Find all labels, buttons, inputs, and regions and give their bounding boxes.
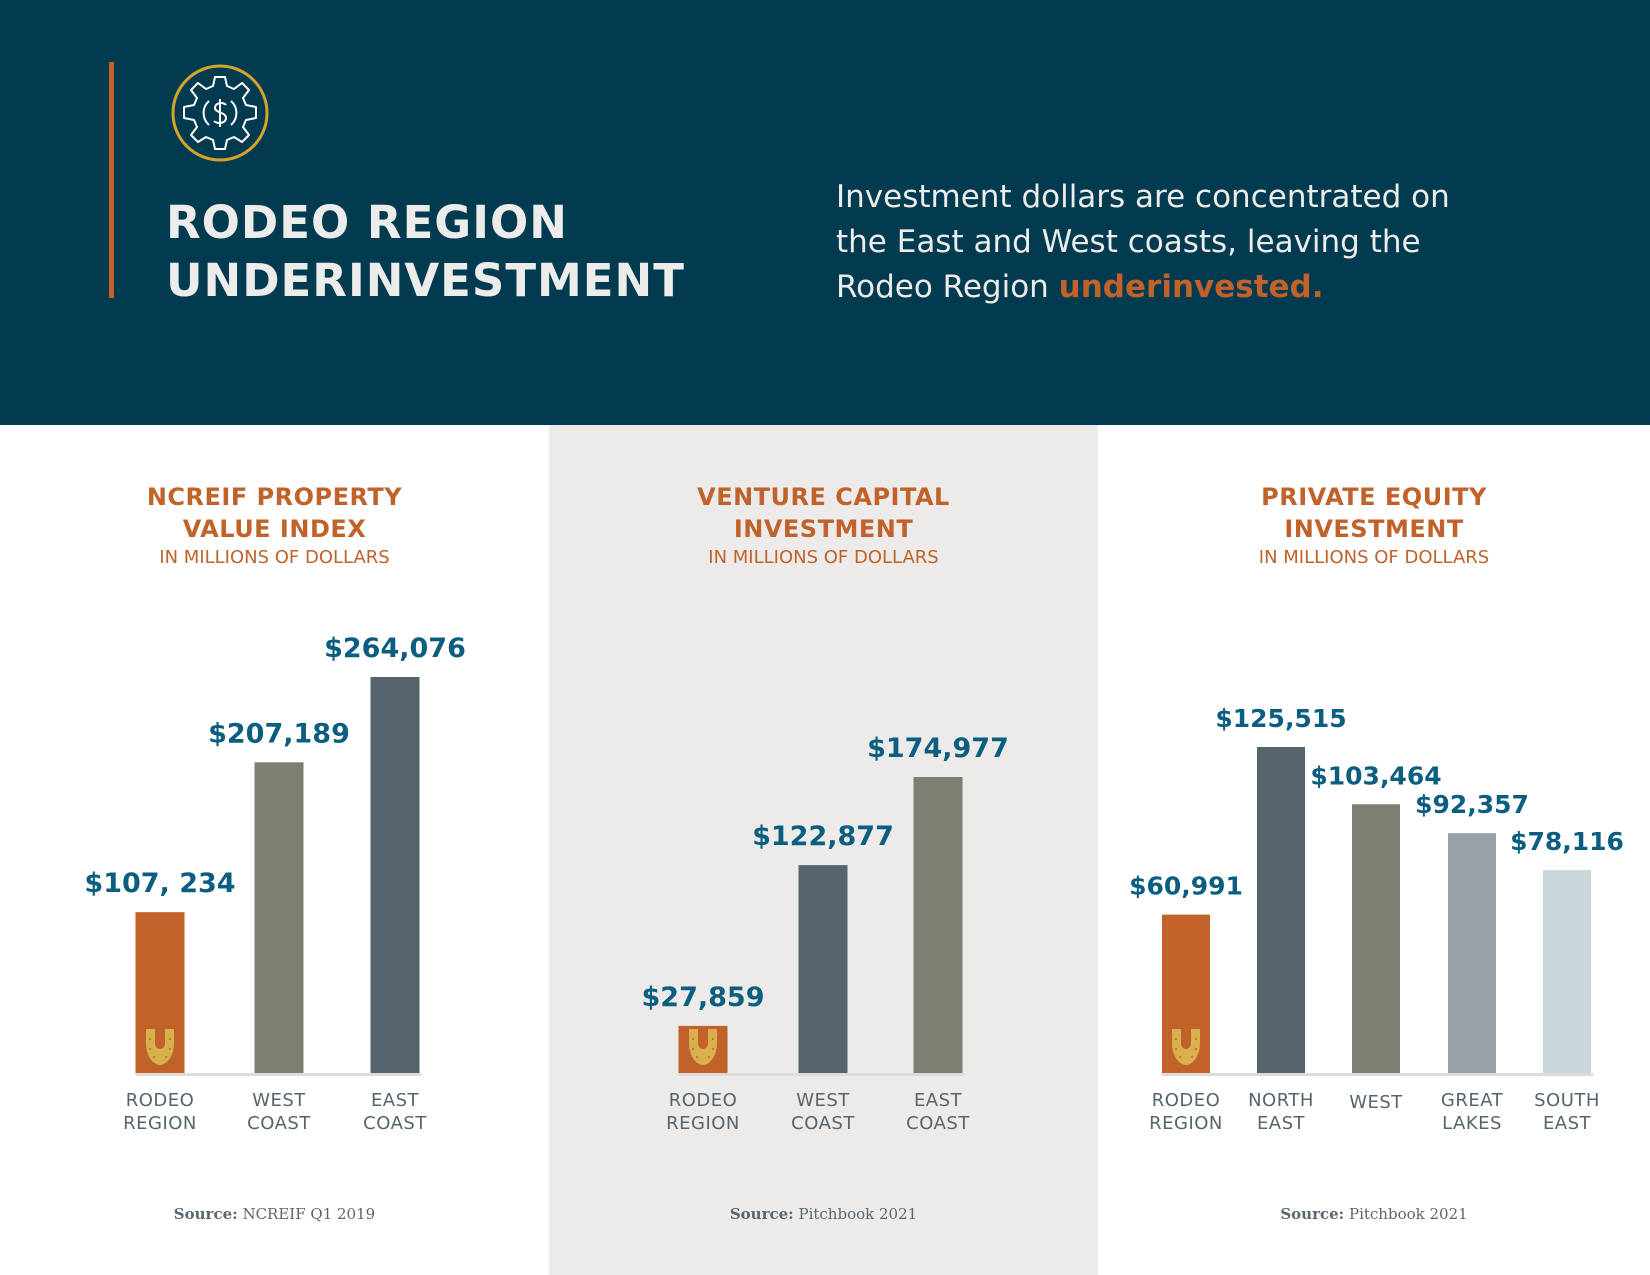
data-label: $264,076 bbox=[324, 633, 466, 664]
data-label: $92,357 bbox=[1415, 790, 1529, 819]
category-label: WEST bbox=[796, 1090, 850, 1111]
category-label: COAST bbox=[906, 1113, 970, 1134]
category-label: WEST bbox=[1349, 1092, 1403, 1113]
bar bbox=[1352, 804, 1400, 1073]
source-label: Source: bbox=[173, 1205, 238, 1223]
data-label: $125,515 bbox=[1215, 704, 1346, 733]
accent-rule bbox=[109, 62, 114, 298]
gear-dollar-icon bbox=[171, 64, 269, 162]
chart-subtitle: IN MILLIONS OF DOLLARS bbox=[1258, 547, 1490, 568]
data-label: $107, 234 bbox=[84, 868, 235, 899]
bar bbox=[135, 912, 185, 1073]
horseshoe-icon bbox=[1172, 1029, 1200, 1065]
source-label: Source: bbox=[729, 1205, 794, 1223]
category-label: EAST bbox=[371, 1090, 420, 1111]
bar bbox=[254, 762, 304, 1073]
bar bbox=[913, 777, 963, 1073]
source-note: Source: Pitchbook 2021 bbox=[549, 1205, 1098, 1223]
tagline-text: Investment dollars are concentrated on t… bbox=[836, 179, 1450, 305]
chart-title: VENTURE CAPITAL INVESTMENT bbox=[549, 481, 1098, 545]
category-label: REGION bbox=[666, 1113, 740, 1134]
bar bbox=[798, 865, 848, 1073]
chart-panel-venture-capital: VENTURE CAPITAL INVESTMENT IN MILLIONS O… bbox=[549, 425, 1098, 1275]
category-label: SOUTH bbox=[1534, 1090, 1600, 1111]
category-label: REGION bbox=[1149, 1113, 1223, 1134]
tagline: Investment dollars are concentrated on t… bbox=[836, 175, 1476, 310]
chart-title-line: NCREIF PROPERTY bbox=[146, 483, 403, 511]
data-label: $122,877 bbox=[752, 821, 894, 852]
source-text: Pitchbook 2021 bbox=[798, 1205, 918, 1223]
page-title: RODEO REGION UNDERINVESTMENT bbox=[166, 194, 685, 310]
data-label: $174,977 bbox=[867, 733, 1009, 764]
bar-chart: $27,859RODEOREGION$122,877WESTCOAST$174,… bbox=[642, 733, 1009, 1134]
chart-title-line: INVESTMENT bbox=[733, 515, 914, 543]
horseshoe-icon bbox=[146, 1029, 174, 1065]
page-title-line-2: UNDERINVESTMENT bbox=[166, 254, 685, 307]
chart-panel-ncreif: NCREIF PROPERTY VALUE INDEX IN MILLIONS … bbox=[0, 425, 549, 1275]
chart-subtitle: IN MILLIONS OF DOLLARS bbox=[159, 547, 390, 568]
category-label: COAST bbox=[247, 1113, 311, 1134]
chart-title-line: VENTURE CAPITAL bbox=[697, 483, 950, 511]
data-label: $60,991 bbox=[1129, 872, 1243, 901]
bar bbox=[1543, 870, 1591, 1073]
source-note: Source: Pitchbook 2021 bbox=[1098, 1205, 1650, 1223]
bar bbox=[1257, 747, 1305, 1073]
category-label: RODEO bbox=[126, 1090, 195, 1111]
category-label: RODEO bbox=[669, 1090, 738, 1111]
source-text: Pitchbook 2021 bbox=[1348, 1205, 1468, 1223]
source-label: Source: bbox=[1280, 1205, 1345, 1223]
page-title-line-1: RODEO REGION bbox=[166, 196, 568, 249]
category-label: LAKES bbox=[1442, 1113, 1502, 1134]
chart-title: NCREIF PROPERTY VALUE INDEX bbox=[0, 481, 549, 545]
bar-chart: $107, 234RODEOREGION$207,189WESTCOAST$26… bbox=[84, 633, 466, 1134]
source-note: Source: NCREIF Q1 2019 bbox=[0, 1205, 549, 1223]
data-label: $27,859 bbox=[642, 982, 765, 1013]
category-label: GREAT bbox=[1441, 1090, 1504, 1111]
category-label: EAST bbox=[1257, 1113, 1306, 1134]
chart-title: PRIVATE EQUITY INVESTMENT bbox=[1098, 481, 1650, 545]
data-label: $103,464 bbox=[1310, 761, 1441, 790]
chart-subtitle: IN MILLIONS OF DOLLARS bbox=[708, 547, 939, 568]
bar bbox=[1162, 914, 1210, 1073]
source-text: NCREIF Q1 2019 bbox=[242, 1205, 376, 1223]
category-label: REGION bbox=[123, 1113, 197, 1134]
tagline-highlight: underinvested. bbox=[1058, 269, 1324, 305]
chart-title-line: PRIVATE EQUITY bbox=[1261, 483, 1487, 511]
chart-title-line: VALUE INDEX bbox=[182, 515, 367, 543]
chart-panel-private-equity: PRIVATE EQUITY INVESTMENT IN MILLIONS OF… bbox=[1098, 425, 1650, 1275]
horseshoe-icon bbox=[689, 1029, 717, 1065]
bar-chart: $60,991RODEOREGION$125,515NORTHEAST$103,… bbox=[1129, 704, 1624, 1134]
bar bbox=[370, 677, 420, 1073]
category-label: RODEO bbox=[1152, 1090, 1221, 1111]
category-label: EAST bbox=[914, 1090, 963, 1111]
header-banner: RODEO REGION UNDERINVESTMENT Investment … bbox=[0, 0, 1650, 425]
bar bbox=[1448, 833, 1496, 1073]
category-label: WEST bbox=[252, 1090, 306, 1111]
data-label: $207,189 bbox=[208, 718, 350, 749]
chart-title-line: INVESTMENT bbox=[1284, 515, 1464, 543]
data-label: $78,116 bbox=[1510, 827, 1624, 856]
category-label: NORTH bbox=[1248, 1090, 1314, 1111]
category-label: COAST bbox=[791, 1113, 855, 1134]
category-label: EAST bbox=[1543, 1113, 1592, 1134]
category-label: COAST bbox=[363, 1113, 427, 1134]
